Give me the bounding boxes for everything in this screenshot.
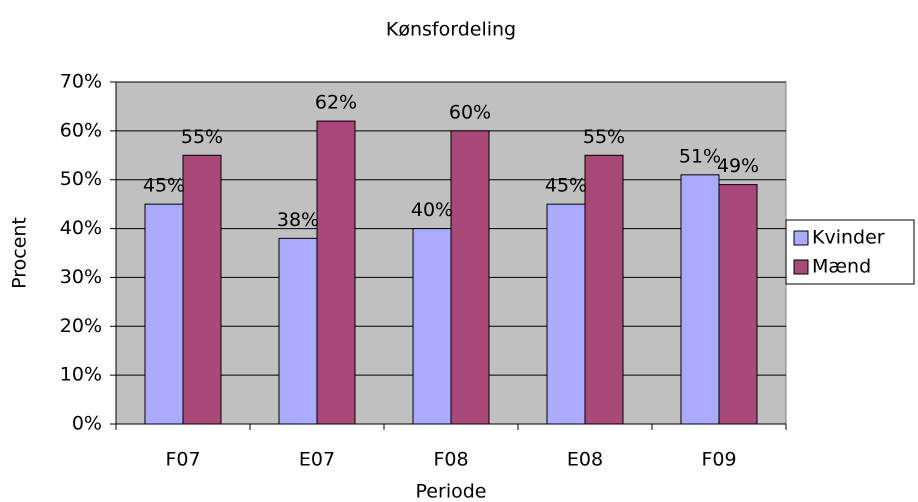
bar [584, 154, 624, 425]
y-tick-label: 0% [72, 413, 102, 435]
bar [718, 184, 758, 425]
x-axis-label: Periode [416, 481, 487, 502]
data-label: 38% [277, 209, 319, 231]
bar [316, 120, 356, 425]
bar [546, 203, 586, 425]
legend-label: Mænd [812, 256, 871, 278]
y-tick-label: 70% [60, 71, 102, 93]
bar [182, 154, 222, 425]
data-label: 45% [545, 175, 587, 197]
y-tick-label: 20% [60, 315, 102, 337]
bar [450, 130, 490, 425]
bar [144, 203, 184, 425]
data-label: 49% [717, 155, 759, 177]
data-label: 62% [315, 92, 357, 114]
y-tick-label: 50% [60, 168, 102, 190]
y-tick-label: 40% [60, 217, 102, 239]
x-tick-label: F07 [165, 449, 200, 471]
data-label: 40% [411, 199, 453, 221]
data-label: 55% [181, 126, 223, 148]
bar [412, 228, 452, 425]
chart-title: Kønsfordeling [386, 19, 516, 41]
bar [278, 237, 318, 425]
legend-swatch [793, 230, 809, 246]
x-tick-label: F08 [433, 449, 468, 471]
y-axis-label: Procent [9, 217, 31, 289]
data-label: 60% [449, 101, 491, 123]
data-label: 55% [583, 126, 625, 148]
y-tick-label: 60% [60, 119, 102, 141]
legend-swatch [793, 259, 809, 275]
y-tick-label: 10% [60, 364, 102, 386]
legend-label: Kvinder [812, 227, 885, 249]
y-tick-label: 30% [60, 266, 102, 288]
x-tick-label: F09 [701, 449, 736, 471]
bar [680, 174, 720, 425]
x-tick-label: E08 [567, 449, 603, 471]
x-tick-label: E07 [299, 449, 335, 471]
data-label: 51% [679, 145, 721, 167]
data-label: 45% [143, 175, 185, 197]
